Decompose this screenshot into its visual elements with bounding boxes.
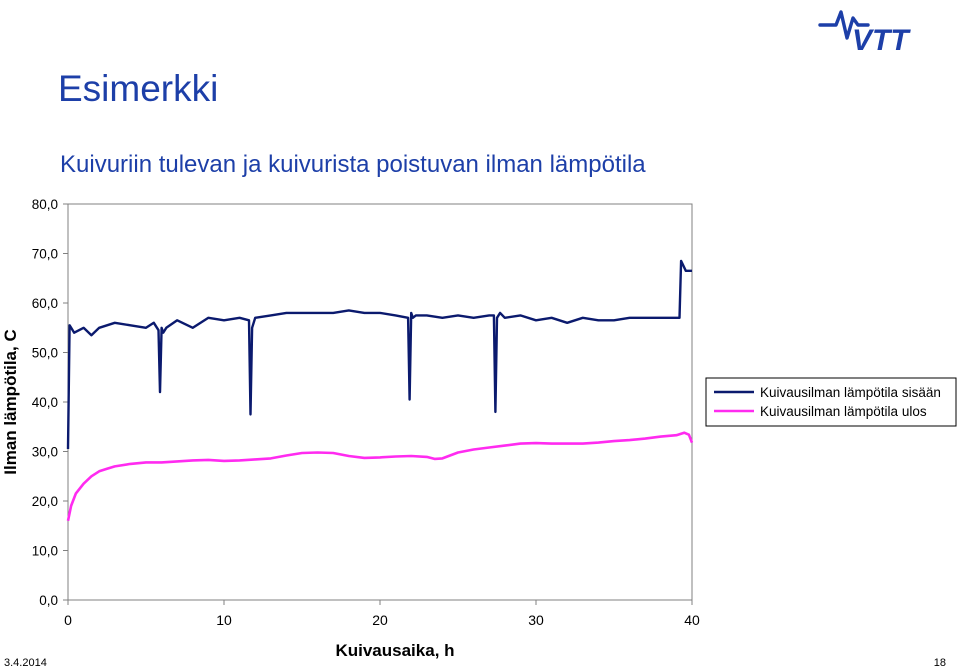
y-tick-label: 60,0 xyxy=(32,296,58,311)
x-tick-label: 10 xyxy=(216,612,232,628)
y-tick-label: 30,0 xyxy=(32,445,58,460)
series-line-in xyxy=(66,259,692,450)
x-tick-label: 0 xyxy=(64,612,72,628)
vtt-logo: VTT xyxy=(818,10,911,54)
plot-area-frame xyxy=(67,203,693,601)
x-tick-label: 40 xyxy=(684,612,700,628)
legend-frame xyxy=(705,377,957,427)
vtt-logo-wave-icon xyxy=(818,10,870,40)
chart-legend: Kuivausilman lämpötila sisään Kuivausilm… xyxy=(705,377,957,427)
x-tick-label: 20 xyxy=(372,612,388,628)
vtt-logo-text: VTT xyxy=(852,24,911,54)
y-tick-label: 70,0 xyxy=(32,247,58,262)
legend-label-in: Kuivausilman lämpötila sisään xyxy=(760,385,941,400)
x-axis-label: Kuivausaika, h xyxy=(335,641,454,660)
series-line-out xyxy=(66,431,694,522)
y-tick-label: 20,0 xyxy=(32,494,58,509)
x-tick-label: 30 xyxy=(528,612,544,628)
slide-title: Esimerkki xyxy=(58,68,219,109)
footer-date: 3.4.2014 xyxy=(4,657,47,669)
y-tick-label: 0,0 xyxy=(39,593,58,608)
y-tick-label: 50,0 xyxy=(32,346,58,361)
y-axis-label: Ilman lämpötila, C xyxy=(1,329,20,474)
y-tick-label: 40,0 xyxy=(32,395,58,410)
chart-title: Kuivuriin tulevan ja kuivurista poistuva… xyxy=(60,151,646,178)
y-tick-label: 80,0 xyxy=(32,197,58,212)
legend-label-out: Kuivausilman lämpötila ulos xyxy=(760,404,927,419)
page-number: 18 xyxy=(933,657,946,669)
y-tick-label: 10,0 xyxy=(32,544,58,559)
